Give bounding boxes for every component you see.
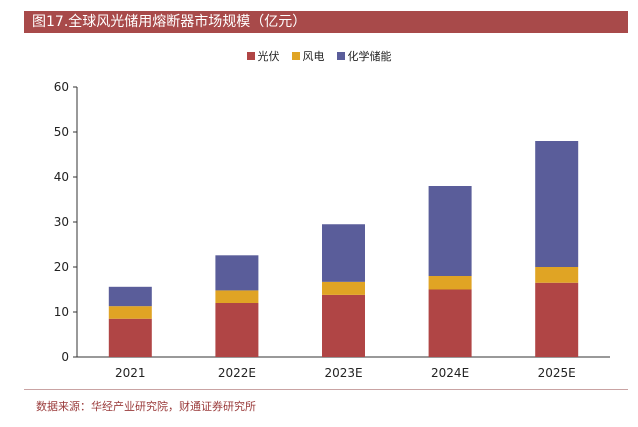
bar-segment xyxy=(322,224,365,282)
y-tick-label: 40 xyxy=(54,170,69,184)
x-tick-label: 2021 xyxy=(115,366,146,380)
bar-segment xyxy=(108,306,152,319)
bar-segment xyxy=(535,267,579,283)
x-tick-label: 2022E xyxy=(218,366,256,380)
bar-segment xyxy=(322,294,365,357)
legend-label-storage: 化学储能 xyxy=(347,50,392,63)
legend-label-wind: 风电 xyxy=(302,50,325,63)
bar-segment xyxy=(108,318,152,357)
bar-segment xyxy=(535,282,579,357)
bar-segment xyxy=(215,290,259,303)
y-tick-label: 20 xyxy=(54,260,69,274)
legend-item-wind: 风电 xyxy=(291,48,325,64)
y-tick-label: 30 xyxy=(54,215,69,229)
y-tick-label: 10 xyxy=(54,305,69,319)
x-tick-label: 2024E xyxy=(431,366,469,380)
bar-segment xyxy=(215,255,259,291)
bar-segment xyxy=(428,289,472,357)
bar-segment xyxy=(535,141,579,267)
legend-item-pv: 光伏 xyxy=(246,48,280,64)
bar-segment xyxy=(428,186,472,276)
y-tick-label: 0 xyxy=(61,350,69,364)
legend-swatch-wind xyxy=(291,52,300,60)
bar-segment xyxy=(322,281,365,295)
y-tick-label: 60 xyxy=(54,80,69,94)
chart-legend: 光伏 风电 化学储能 xyxy=(0,48,638,64)
figure-title: 图17.全球风光储用熔断器市场规模（亿元） xyxy=(24,11,628,33)
divider xyxy=(24,389,628,390)
source-note: 数据来源：华经产业研究院，财通证券研究所 xyxy=(36,400,256,413)
bar-segment xyxy=(215,303,259,357)
bar-segment xyxy=(428,276,472,290)
legend-swatch-pv xyxy=(246,52,255,60)
legend-label-pv: 光伏 xyxy=(257,50,280,63)
x-tick-label: 2023E xyxy=(324,366,362,380)
bar-segment xyxy=(108,286,152,307)
legend-swatch-storage xyxy=(336,52,345,60)
y-tick-label: 50 xyxy=(54,125,69,139)
x-tick-label: 2025E xyxy=(538,366,576,380)
legend-item-storage: 化学储能 xyxy=(336,48,392,64)
